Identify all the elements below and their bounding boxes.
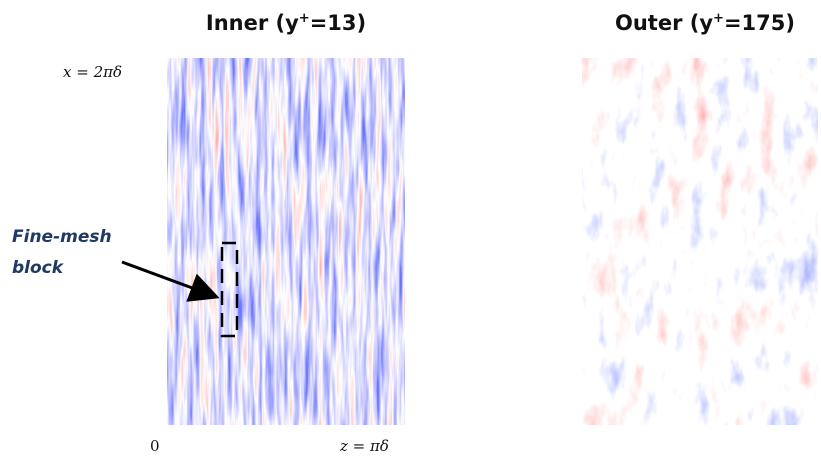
title-rest: =175) <box>724 11 795 35</box>
axis-label: 0 <box>150 437 160 455</box>
axis-label: x = 2πδ <box>63 63 122 81</box>
title-rest: =13) <box>310 11 366 35</box>
title-text: Outer (y <box>615 11 713 35</box>
axis-label: z = πδ <box>339 437 389 455</box>
fine-mesh-box <box>220 241 239 338</box>
panel-title: Inner (y+=13) <box>206 11 366 35</box>
title-text: Inner (y <box>206 11 299 35</box>
outer-field <box>582 58 818 425</box>
title-sup: + <box>713 11 724 26</box>
title-sup: + <box>299 11 310 26</box>
annotation: Fine-mesh <box>12 227 112 247</box>
panel-title: Outer (y+=175) <box>615 11 795 35</box>
arrow <box>121 260 220 302</box>
annotation: block <box>12 258 65 278</box>
inner-field <box>167 58 405 425</box>
